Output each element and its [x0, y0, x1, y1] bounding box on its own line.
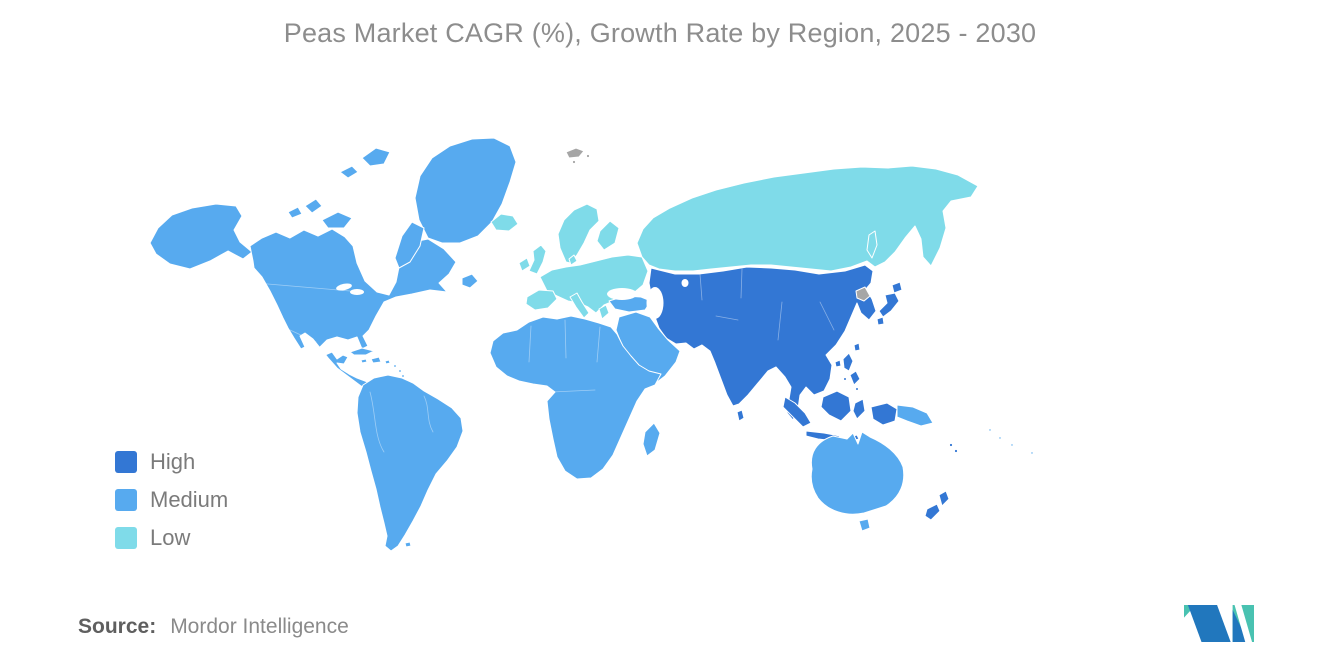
region-australia [810, 431, 905, 515]
region-papua-new-guinea [896, 404, 934, 427]
region-west-new-guinea [870, 402, 898, 426]
region-hainan [834, 359, 842, 368]
source-line: Source: Mordor Intelligence [78, 615, 349, 639]
region-arctic-islet-1 [287, 206, 303, 219]
region-fiji-2 [953, 448, 959, 454]
legend-item-medium: Medium [115, 489, 228, 511]
region-victoria-island [321, 211, 353, 229]
region-new-zealand-south [924, 503, 941, 521]
region-new-zealand-north [938, 490, 950, 507]
aral-sea [681, 279, 689, 287]
caspian-sea [646, 287, 664, 319]
great-lakes-west [336, 283, 352, 291]
region-jamaica [360, 358, 368, 364]
region-philippines-islet-1 [843, 377, 847, 381]
region-philippines-luzon [842, 352, 854, 372]
region-italy [569, 292, 590, 319]
region-pacific-islet-3 [1030, 451, 1034, 455]
region-finland [596, 220, 620, 251]
region-africa [489, 315, 662, 480]
region-madagascar [642, 422, 661, 457]
region-japan-kyushu [876, 316, 885, 326]
legend-item-low: Low [115, 527, 228, 549]
region-antilles-1 [393, 364, 397, 368]
source-value: Mordor Intelligence [170, 615, 349, 638]
region-iceland [490, 213, 519, 232]
black-sea [607, 288, 637, 300]
region-falklands [404, 541, 412, 548]
region-sulawesi [852, 398, 866, 420]
region-pacific-islet-4 [988, 428, 992, 432]
region-banks-island [304, 198, 323, 214]
mordor-intelligence-logo [1184, 605, 1254, 642]
region-pacific-islet-1 [998, 436, 1002, 440]
region-philippines-mindanao [849, 370, 861, 386]
region-svalbard-islet-2 [571, 159, 577, 165]
region-north-korea [855, 286, 871, 302]
legend-swatch-low [115, 527, 137, 549]
region-svalbard-islet-1 [585, 153, 591, 159]
source-label: Source: [78, 615, 157, 638]
region-arctic-islet-2 [339, 165, 359, 179]
country-borders [255, 268, 835, 453]
region-tasmania [858, 518, 871, 532]
region-antilles-2 [398, 369, 402, 373]
legend-swatch-high [115, 451, 137, 473]
region-japan-hokkaido [891, 281, 903, 294]
region-taiwan [853, 342, 861, 352]
region-ireland [518, 257, 531, 272]
legend-label-low: Low [150, 525, 191, 550]
legend-label-medium: Medium [150, 487, 229, 512]
legend-item-high: High [115, 451, 228, 473]
region-north-america-mainland [249, 228, 457, 391]
region-antilles-3 [401, 374, 405, 378]
region-puerto-rico [384, 359, 391, 365]
logo-white-stripe [1234, 605, 1253, 642]
region-newfoundland [461, 273, 479, 289]
region-sumatra [782, 396, 812, 428]
region-philippines-islet-2 [855, 387, 859, 391]
region-iberia [525, 289, 558, 311]
region-denmark [568, 254, 578, 266]
region-baffin-island [394, 221, 425, 269]
region-svalbard [565, 147, 585, 159]
region-sri-lanka [736, 409, 745, 422]
great-lakes-east [350, 289, 364, 295]
region-fiji-1 [948, 442, 954, 448]
region-japan-honshu [878, 292, 900, 318]
region-greece [598, 304, 610, 320]
region-sakhalin [866, 230, 878, 259]
legend: High Medium Low [115, 451, 228, 549]
logo-blue-band [1187, 605, 1231, 642]
region-cuba [349, 347, 375, 356]
region-alaska [149, 203, 253, 270]
region-pacific-islet-2 [1010, 443, 1014, 447]
region-hispaniola [370, 356, 382, 364]
region-south-america [356, 374, 464, 552]
region-borneo [820, 390, 852, 422]
region-ellesmere-island [361, 147, 391, 167]
legend-label-high: High [150, 449, 196, 474]
region-greenland [414, 137, 517, 244]
region-great-britain [528, 244, 547, 275]
region-russia [636, 165, 979, 272]
region-asia-mainland [648, 264, 877, 421]
region-scandinavia [557, 203, 600, 264]
chart-title: Peas Market CAGR (%), Growth Rate by Reg… [283, 18, 1037, 48]
legend-swatch-medium [115, 489, 137, 511]
